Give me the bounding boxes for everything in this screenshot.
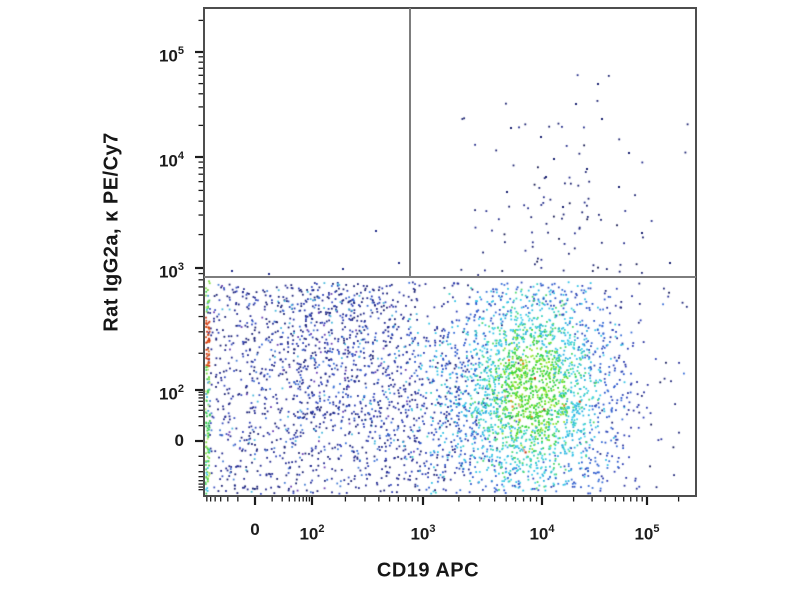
- x-tick-label: 105: [634, 523, 660, 544]
- y-tick-label: 105: [158, 45, 184, 66]
- y-axis-label: Rat IgG2a, κ PE/Cy7: [100, 132, 123, 332]
- y-tick-label: 0: [174, 431, 184, 450]
- x-axis-label: CD19 APC: [376, 559, 480, 582]
- x-tick-label: 103: [410, 523, 436, 544]
- y-tick-label: 102: [158, 383, 184, 404]
- x-tick-label: 0: [250, 520, 260, 539]
- plot-border: [203, 7, 697, 497]
- axis-tick-marks: [195, 19, 680, 505]
- y-tick-label: 103: [158, 261, 184, 282]
- x-tick-label: 102: [299, 523, 325, 544]
- y-tick-label: 104: [158, 150, 184, 171]
- x-tick-label: 104: [529, 523, 555, 544]
